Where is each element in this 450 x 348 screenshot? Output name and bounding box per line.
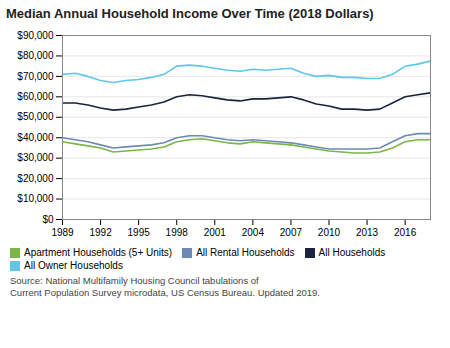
svg-text:$10,000: $10,000 (17, 193, 54, 204)
html-text:Source: National Multifamily H: Source: National Multifamily Housing Cou… (10, 275, 320, 298)
html-text:All Owner Households: All Owner Households (24, 260, 123, 271)
svg-text:$30,000: $30,000 (17, 152, 54, 163)
html-text:All Households: All Households (318, 247, 386, 258)
svg-text:$80,000: $80,000 (17, 50, 54, 61)
svg-text:2007: 2007 (280, 227, 303, 238)
svg-text:1998: 1998 (166, 227, 189, 238)
svg-text:2004: 2004 (242, 227, 265, 238)
svg-text:$70,000: $70,000 (17, 71, 54, 82)
svg-text:$20,000: $20,000 (17, 173, 54, 184)
svg-text:$90,000: $90,000 (17, 30, 54, 41)
svg-text:1989: 1989 (51, 227, 74, 238)
svg-text:1992: 1992 (89, 227, 112, 238)
svg-text:2013: 2013 (356, 227, 379, 238)
svg-text:1995: 1995 (128, 227, 151, 238)
svg-text:2010: 2010 (318, 227, 341, 238)
svg-text:2016: 2016 (394, 227, 417, 238)
html-text:All Rental Households: All Rental Households (196, 247, 295, 258)
svg-text:$60,000: $60,000 (17, 91, 54, 102)
svg-text:2001: 2001 (204, 227, 227, 238)
svg-text:$50,000: $50,000 (17, 111, 54, 122)
html-text:Apartment Households (5+ Units: Apartment Households (5+ Units) (24, 247, 173, 258)
svg-text:$40,000: $40,000 (17, 132, 54, 143)
html-text:Median Annual Household Income: Median Annual Household Income Over Time… (6, 6, 374, 21)
svg-text:$0: $0 (42, 214, 54, 225)
